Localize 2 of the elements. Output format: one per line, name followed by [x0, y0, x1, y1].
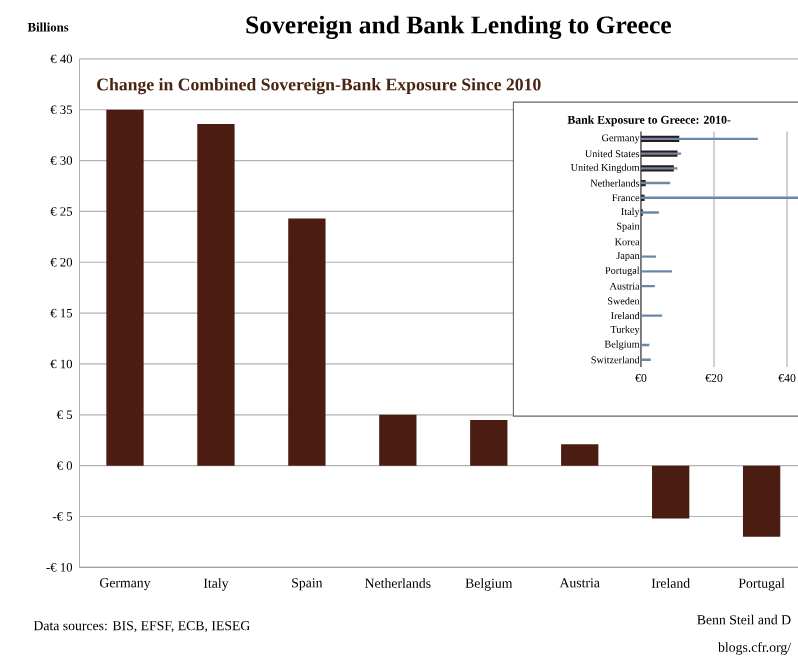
chart-title: Sovereign and Bank Lending to Greece: [246, 15, 671, 40]
text: Change in Combined Sovereign-Bank Exposure Since 2010: [97, 78, 541, 95]
